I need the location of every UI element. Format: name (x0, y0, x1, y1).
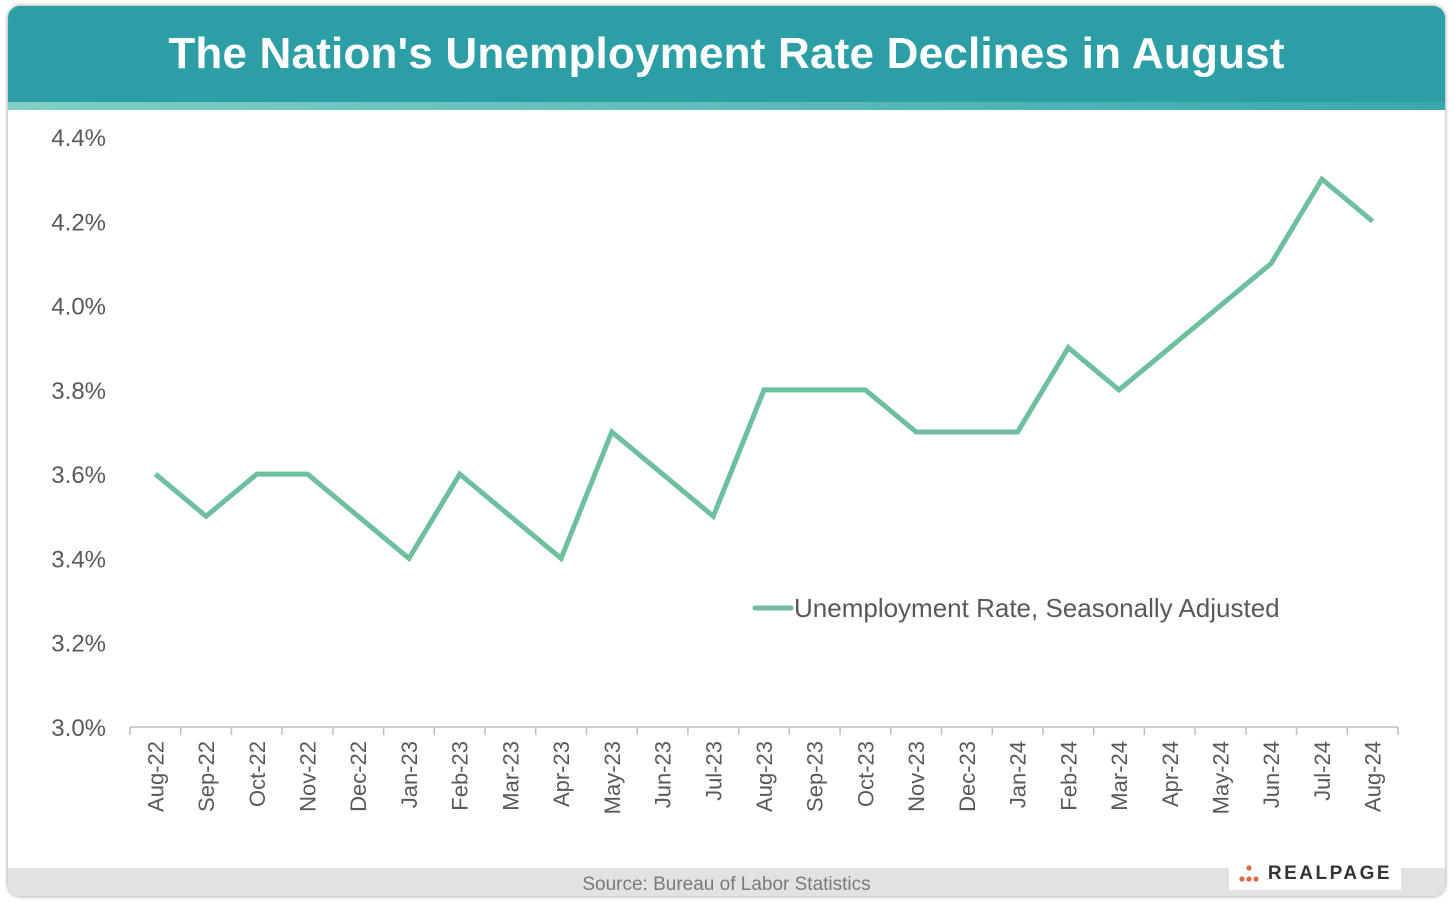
y-tick-label: 3.6% (51, 462, 106, 489)
line-chart: 3.0% 3.2% 3.4% 3.6% 3.8% 4.0% 4.2% 4.4% Aug-22 Se… (51, 125, 1399, 814)
x-tick-label: Aug-23 (752, 741, 777, 812)
footer-bar: Source: Bureau of Labor Statistics (8, 868, 1445, 896)
x-tick-label: Nov-22 (296, 741, 321, 812)
legend-label: Unemployment Rate, Seasonally Adjusted (794, 593, 1280, 623)
x-tick-label: Oct-22 (245, 741, 270, 807)
y-tick-label: 3.0% (51, 715, 106, 742)
x-tick-label: Mar-24 (1107, 741, 1132, 811)
realpage-logo: REALPAGE (1229, 858, 1401, 890)
y-tick-label: 3.8% (51, 378, 106, 405)
x-tick-label: Feb-24 (1056, 741, 1081, 811)
y-tick-label: 3.2% (51, 631, 106, 658)
x-tick-label: May-23 (600, 741, 625, 814)
chart-title: The Nation's Unemployment Rate Declines … (168, 29, 1285, 78)
y-tick-label: 4.4% (51, 125, 106, 152)
x-tick-label: Mar-23 (498, 741, 523, 811)
y-tick-label: 4.2% (51, 209, 106, 236)
x-tick-label: Jan-23 (397, 741, 422, 808)
x-tick-label: Sep-22 (194, 741, 219, 812)
x-tick-label: Jun-24 (1259, 741, 1284, 808)
x-tick-label: Oct-23 (853, 741, 878, 807)
source-note: Source: Bureau of Labor Statistics (582, 874, 871, 895)
x-tick-label: Jun-23 (651, 741, 676, 808)
dots-logo-icon (1239, 865, 1259, 882)
x-tick-label: Apr-23 (549, 741, 574, 807)
chart-card: The Nation's Unemployment Rate Declines … (8, 6, 1445, 896)
x-tick-label: Sep-23 (803, 741, 828, 812)
x-tick-label: Feb-23 (448, 741, 473, 811)
x-tick-label: Jul-23 (701, 741, 726, 801)
x-tick-label: May-24 (1208, 741, 1233, 814)
logo-text: REALPAGE (1267, 863, 1393, 884)
y-tick-label: 4.0% (51, 294, 106, 321)
x-tick-label: Jul-24 (1310, 741, 1335, 801)
title-banner: The Nation's Unemployment Rate Declines … (8, 6, 1445, 102)
x-tick-label: Jan-24 (1006, 741, 1031, 808)
y-tick-label: 3.4% (51, 546, 106, 573)
x-tick-label: Nov-23 (904, 741, 929, 812)
x-tick-label: Dec-22 (346, 741, 371, 812)
title-stripe (8, 102, 1445, 110)
x-tick-label: Aug-22 (143, 741, 168, 812)
x-tick-label: Aug-24 (1361, 741, 1386, 812)
x-tick-label: Apr-24 (1158, 741, 1183, 807)
x-tick-label: Dec-23 (955, 741, 980, 812)
series-line (153, 175, 1375, 563)
